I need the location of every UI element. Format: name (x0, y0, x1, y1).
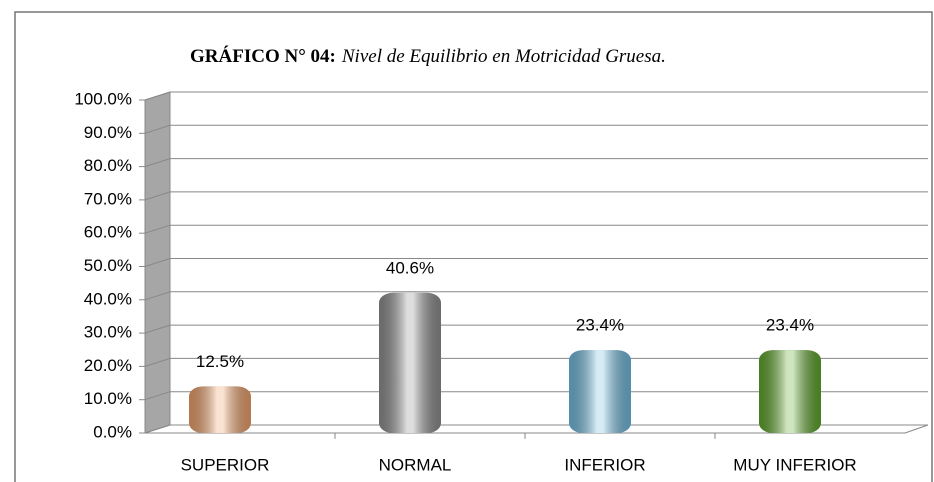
value-label: 40.6% (386, 258, 434, 277)
chart-title-bold: GRÁFICO N° 04: (190, 45, 336, 67)
x-tick-label: MUY INFERIOR (733, 455, 856, 474)
bar-shine (569, 350, 631, 433)
x-tick-label: SUPERIOR (181, 455, 270, 474)
x-tick-label: NORMAL (379, 455, 452, 474)
y-tick-label: 60.0% (84, 223, 132, 242)
floor-back (904, 424, 929, 434)
grid-line (144, 224, 928, 234)
y-tick-label: 40.0% (84, 289, 132, 308)
grid-line (144, 424, 928, 434)
value-label: 23.4% (576, 316, 624, 335)
y-tick-label: 70.0% (84, 189, 132, 208)
y-tick-label: 30.0% (84, 323, 132, 342)
frame (14, 11, 933, 482)
y-tick-label: 20.0% (84, 356, 132, 375)
bar-shine (759, 350, 821, 433)
y-tick-label: 50.0% (84, 256, 132, 275)
grid-line (144, 91, 928, 101)
grid-line (144, 258, 928, 267)
grid-line (144, 191, 928, 201)
chart-title: GRÁFICO N° 04: Nivel de Equilibrio en Mot… (190, 45, 666, 67)
bar-shine (379, 292, 441, 433)
x-tick-label: INFERIOR (564, 455, 645, 474)
y-tick-label: 0.0% (93, 422, 132, 441)
value-label: 12.5% (196, 352, 244, 371)
grid-line (144, 324, 928, 334)
chart-subtitle: Nivel de Equilibrio en Motricidad Gruesa… (341, 46, 666, 67)
bar-shine (189, 386, 251, 433)
y-tick-label: 80.0% (84, 156, 132, 175)
y-tick-label: 10.0% (84, 389, 132, 408)
grid-line (144, 158, 928, 168)
grid-line (144, 124, 928, 134)
grid-line (144, 391, 928, 401)
grid-line (144, 357, 928, 367)
value-label: 23.4% (766, 316, 814, 335)
y-tick-label: 90.0% (84, 123, 132, 142)
y-tick-label: 100.0% (74, 89, 132, 108)
grid-line (144, 291, 928, 301)
